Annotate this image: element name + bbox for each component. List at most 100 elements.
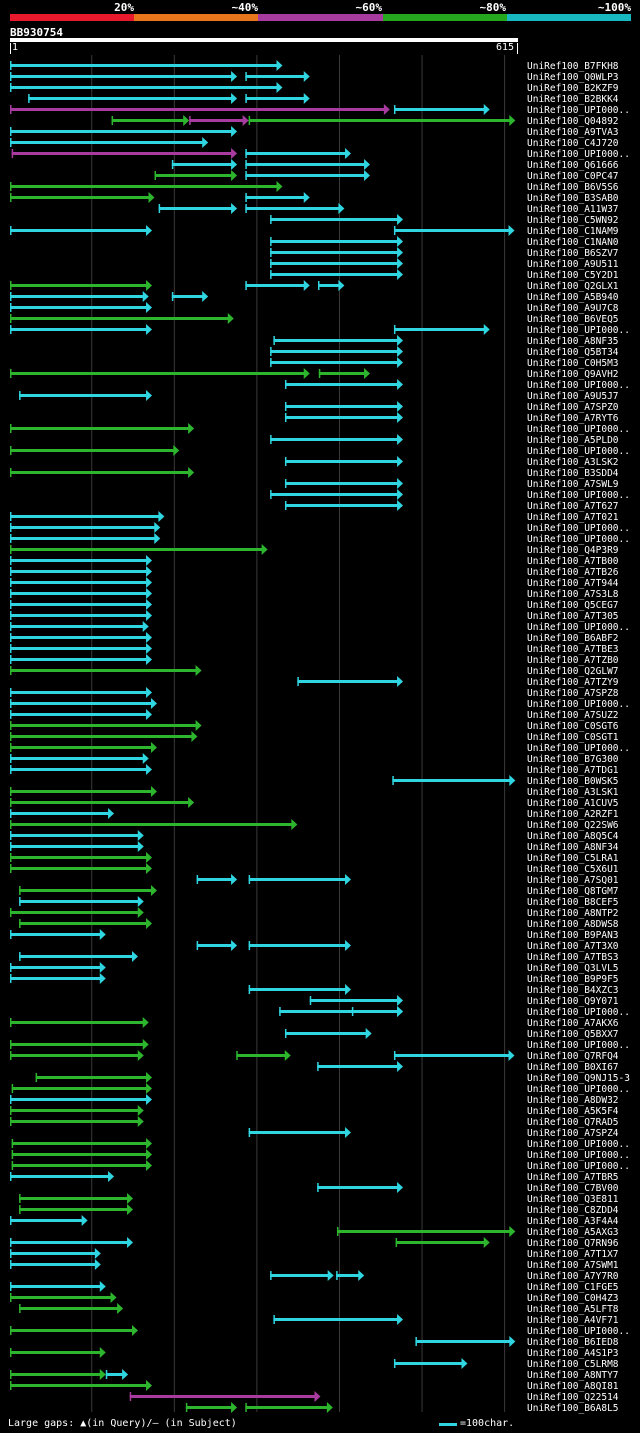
hit-segment[interactable]: [10, 108, 386, 111]
hit-row[interactable]: UniRef100_Q3E811: [19, 1193, 619, 1205]
hit-row[interactable]: UniRef100_A7TZB0: [10, 654, 619, 666]
hit-row[interactable]: UniRef100_C5LRM8: [393, 1358, 619, 1370]
hit-segment[interactable]: [10, 449, 176, 452]
hit-segment[interactable]: [415, 1340, 512, 1343]
hit-row[interactable]: UniRef100_B6ABF2: [10, 632, 619, 644]
hit-segment[interactable]: [10, 1120, 140, 1123]
hit-row[interactable]: UniRef100_A8NTP2: [10, 907, 619, 919]
hit-name[interactable]: UniRef100_C0H4Z3: [527, 1293, 619, 1304]
hit-row[interactable]: UniRef100_A7T3X0: [196, 940, 619, 952]
hit-name[interactable]: UniRef100_A7RYT6: [527, 413, 619, 424]
hit-row[interactable]: UniRef100_A7TBR5: [10, 1171, 619, 1183]
hit-row[interactable]: UniRef100_C0H5M3: [270, 357, 619, 369]
hit-segment[interactable]: [10, 1241, 130, 1244]
hit-row[interactable]: UniRef100_B6V5S6: [10, 181, 619, 193]
hit-row[interactable]: UniRef100_B6IED8: [415, 1336, 619, 1348]
hit-segment[interactable]: [10, 702, 153, 705]
hit-segment[interactable]: [10, 746, 153, 749]
hit-segment[interactable]: [10, 75, 234, 78]
hit-segment[interactable]: [196, 944, 234, 947]
hit-name[interactable]: UniRef100_UPI000..: [527, 1161, 630, 1172]
hit-row[interactable]: UniRef100_A7TB26: [10, 566, 619, 578]
hit-row[interactable]: UniRef100_A9TVA3: [10, 126, 619, 138]
hit-segment[interactable]: [270, 438, 400, 441]
hit-segment[interactable]: [270, 218, 400, 221]
hit-name[interactable]: UniRef100_B7G300: [527, 754, 619, 765]
hit-segment[interactable]: [245, 163, 367, 166]
hit-segment[interactable]: [10, 1043, 145, 1046]
hit-name[interactable]: UniRef100_UPI000..: [527, 380, 630, 391]
hit-segment[interactable]: [10, 845, 140, 848]
hit-name[interactable]: UniRef100_A5B940: [527, 292, 619, 303]
hit-row[interactable]: UniRef100_A9U7C8: [10, 302, 619, 314]
hit-name[interactable]: UniRef100_A7TB26: [527, 567, 619, 578]
hit-name[interactable]: UniRef100_UPI000..: [527, 534, 630, 545]
hit-segment[interactable]: [248, 878, 348, 881]
hit-segment[interactable]: [297, 680, 400, 683]
hit-name[interactable]: UniRef100_A7SPZ8: [527, 688, 619, 699]
hit-segment[interactable]: [245, 1406, 329, 1409]
hit-name[interactable]: UniRef100_A7T944: [527, 578, 619, 589]
hit-name[interactable]: UniRef100_A9U511: [527, 259, 619, 270]
hit-name[interactable]: UniRef100_A5PLD0: [527, 435, 619, 446]
hit-segment[interactable]: [10, 647, 149, 650]
hit-name[interactable]: UniRef100_UPI000..: [527, 424, 630, 435]
hit-row[interactable]: UniRef100_A8DW32: [10, 1094, 619, 1106]
hit-segment[interactable]: [309, 999, 400, 1002]
hit-name[interactable]: UniRef100_A7AKX6: [527, 1018, 619, 1029]
hit-row[interactable]: UniRef100_A3LSK2: [284, 456, 619, 468]
hit-name[interactable]: UniRef100_C1NAM9: [527, 226, 619, 237]
hit-name[interactable]: UniRef100_Q3LVL5: [527, 963, 619, 974]
hit-row[interactable]: UniRef100_UPI000..: [270, 489, 630, 501]
hit-row[interactable]: UniRef100_B4XZC3: [248, 984, 619, 996]
hit-segment[interactable]: [10, 977, 102, 980]
hit-row[interactable]: UniRef100_A4VF71: [273, 1314, 619, 1326]
hit-segment[interactable]: [129, 1395, 317, 1398]
hit-row[interactable]: UniRef100_A7TZY9: [297, 676, 619, 688]
hit-row[interactable]: UniRef100_Q61666: [171, 159, 619, 171]
hit-segment[interactable]: [10, 801, 191, 804]
hit-name[interactable]: UniRef100_Q3E811: [527, 1194, 619, 1205]
hit-segment[interactable]: [10, 691, 149, 694]
hit-row[interactable]: UniRef100_C0SGT1: [10, 731, 619, 743]
hit-segment[interactable]: [10, 834, 140, 837]
hit-name[interactable]: UniRef100_B6A8L5: [527, 1403, 619, 1414]
hit-row[interactable]: UniRef100_C5LRA1: [10, 852, 619, 864]
hit-name[interactable]: UniRef100_Q9Y071: [527, 996, 619, 1007]
hit-segment[interactable]: [248, 1131, 348, 1134]
hit-name[interactable]: UniRef100_Q5CEG7: [527, 600, 619, 611]
hit-segment[interactable]: [273, 1318, 400, 1321]
hit-name[interactable]: UniRef100_Q8TGM7: [527, 886, 619, 897]
hit-segment[interactable]: [10, 724, 198, 727]
hit-name[interactable]: UniRef100_UPI000..: [527, 1150, 630, 1161]
hit-segment[interactable]: [10, 1021, 145, 1024]
hit-segment[interactable]: [10, 570, 149, 573]
hit-name[interactable]: UniRef100_C5LRM8: [527, 1359, 619, 1370]
hit-row[interactable]: UniRef100_C1NAM9: [10, 225, 619, 237]
hit-name[interactable]: UniRef100_B6V5S6: [527, 182, 619, 193]
hit-row[interactable]: UniRef100_Q8TGM7: [19, 885, 619, 897]
hit-segment[interactable]: [248, 988, 348, 991]
hit-name[interactable]: UniRef100_C1FGE5: [527, 1282, 619, 1293]
hit-segment[interactable]: [393, 108, 486, 111]
hit-segment[interactable]: [317, 1065, 400, 1068]
hit-name[interactable]: UniRef100_B6IED8: [527, 1337, 619, 1348]
hit-name[interactable]: UniRef100_UPI000..: [527, 1139, 630, 1150]
hit-row[interactable]: UniRef100_A7SWL9: [284, 478, 619, 490]
hit-segment[interactable]: [10, 559, 149, 562]
hit-row[interactable]: UniRef100_B7G300: [10, 753, 619, 765]
hit-segment[interactable]: [10, 86, 279, 89]
hit-segment[interactable]: [336, 1230, 512, 1233]
hit-name[interactable]: UniRef100_Q7RN96: [527, 1238, 619, 1249]
hit-segment[interactable]: [10, 812, 111, 815]
hit-name[interactable]: UniRef100_C5X6U1: [527, 864, 619, 875]
hit-name[interactable]: UniRef100_A7T3X0: [527, 941, 619, 952]
hit-row[interactable]: UniRef100_A8NF34: [10, 841, 619, 853]
hit-name[interactable]: UniRef100_UPI000..: [527, 105, 630, 116]
hit-name[interactable]: UniRef100_Q4P3R9: [527, 545, 619, 556]
hit-segment[interactable]: [10, 229, 149, 232]
hit-segment[interactable]: [284, 405, 400, 408]
hit-segment[interactable]: [10, 196, 151, 199]
hit-segment[interactable]: [10, 933, 102, 936]
hit-row[interactable]: UniRef100_Q7RN96: [10, 1237, 619, 1249]
